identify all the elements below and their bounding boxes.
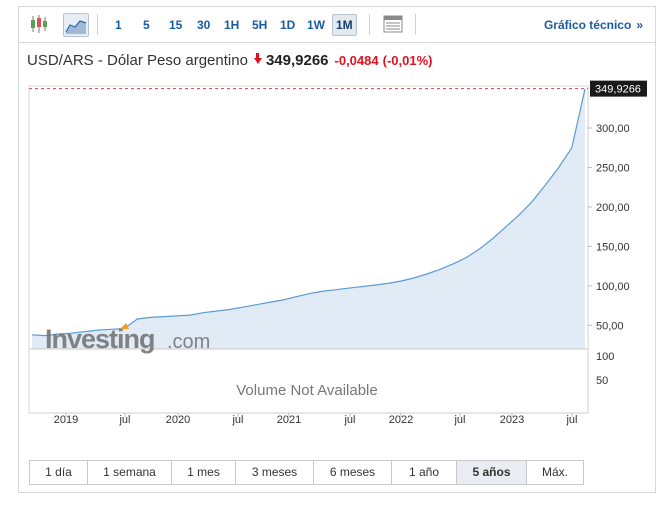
x-tick-label: jul (343, 414, 355, 426)
technical-chart-link[interactable]: Gráfico técnico » (544, 18, 643, 32)
last-price-label: 349,9266 (595, 84, 641, 96)
x-tick-label: 2021 (277, 414, 301, 426)
instrument-name: USD/ARS - Dólar Peso argentino (27, 52, 248, 69)
timeframe-15[interactable]: 15 (169, 18, 183, 32)
range-1-day[interactable]: 1 día (30, 461, 88, 484)
x-tick-label: 2019 (54, 414, 78, 426)
toolbar-separator (369, 14, 370, 35)
x-tick-label: jul (565, 414, 577, 426)
table-icon[interactable] (381, 13, 405, 35)
range-3-months[interactable]: 3 meses (236, 461, 314, 484)
x-tick-label: 2023 (500, 414, 524, 426)
candlestick-icon[interactable] (27, 13, 51, 35)
volume-panel: Volume Not Available 100 50 2019 jul 2020 jul 2… (29, 351, 614, 426)
timeframe-5h[interactable]: 5H (252, 18, 268, 32)
chart-widget: 1 5 15 30 1H 5H 1D 1W 1M Gráfico técnico… (18, 6, 656, 493)
price-area (32, 88, 585, 349)
technical-chart-label: Gráfico técnico (543, 18, 632, 32)
y-tick-label: 300,00 (596, 123, 630, 135)
toolbar-separator (97, 14, 98, 35)
area-chart-icon[interactable] (63, 13, 89, 37)
timeframe-30[interactable]: 30 (197, 18, 211, 32)
timeframe-1[interactable]: 1 (115, 18, 122, 32)
timeframe-1h[interactable]: 1H (224, 18, 240, 32)
price-change: -0,0484 (334, 53, 379, 68)
volume-tick-label: 100 (596, 351, 614, 363)
volume-tick-label: 50 (596, 375, 608, 387)
range-selector: 1 día 1 semana 1 mes 3 meses 6 meses 1 a… (29, 460, 584, 485)
timeframe-1w[interactable]: 1W (307, 18, 325, 32)
down-arrow-icon (253, 53, 262, 64)
y-tick-label: 150,00 (596, 241, 630, 253)
volume-not-available: Volume Not Available (236, 382, 377, 399)
y-tick-label: 100,00 (596, 281, 630, 293)
logo-accent-icon (120, 323, 129, 329)
timeframe-5[interactable]: 5 (143, 18, 150, 32)
range-1-year[interactable]: 1 año (392, 461, 457, 484)
x-tick-label: 2022 (389, 414, 413, 426)
range-1-week[interactable]: 1 semana (88, 461, 172, 484)
chart-toolbar: 1 5 15 30 1H 5H 1D 1W 1M Gráfico técnico… (19, 7, 655, 43)
toolbar-separator (415, 14, 416, 35)
x-tick-label: jul (118, 414, 130, 426)
double-chevron-right-icon: » (636, 18, 643, 32)
y-tick-label: 200,00 (596, 202, 630, 214)
range-5-years[interactable]: 5 años (457, 461, 527, 484)
last-price-label-bg (590, 80, 647, 97)
investing-logo-suffix: .com (167, 331, 210, 353)
price-panel: 349,9266 300,00 250,00 200,00 150,00 100,00 50… (28, 80, 647, 414)
x-tick-label: 2020 (166, 414, 190, 426)
x-tick-label: jul (231, 414, 243, 426)
y-tick-label: 250,00 (596, 162, 630, 174)
timeframe-1m[interactable]: 1M (332, 14, 357, 36)
instrument-header: USD/ARS - Dólar Peso argentino 349,9266 -0… (27, 52, 432, 69)
range-max[interactable]: Máx. (527, 461, 583, 484)
y-tick-label: 50,00 (596, 320, 624, 332)
price-chart[interactable]: 349,9266300,00250,00200,00150,00100,0050… (19, 7, 657, 457)
range-6-months[interactable]: 6 meses (314, 461, 392, 484)
timeframe-1d[interactable]: 1D (280, 18, 296, 32)
investing-logo: Investing (45, 324, 155, 354)
range-1-month[interactable]: 1 mes (172, 461, 236, 484)
price-change-percent: (-0,01%) (382, 53, 433, 68)
last-price: 349,9266 (265, 52, 329, 69)
x-tick-label: jul (453, 414, 465, 426)
